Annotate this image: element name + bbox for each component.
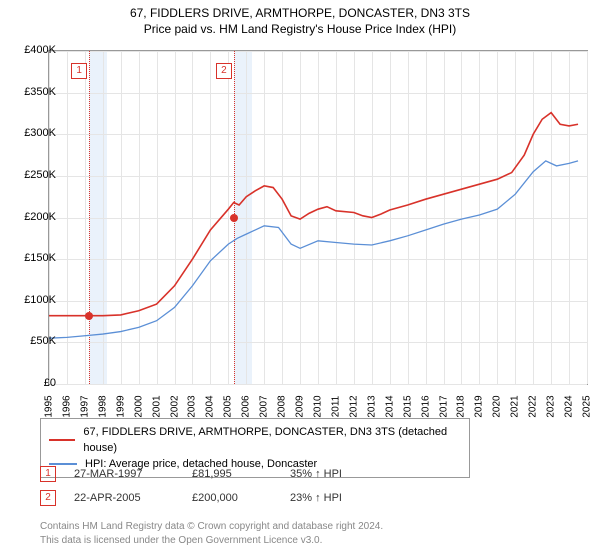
x-tick-label: 2017	[438, 392, 449, 422]
footer-line: Contains HM Land Registry data © Crown c…	[40, 520, 383, 533]
x-tick-label: 1996	[61, 392, 72, 422]
x-tick-label: 2014	[384, 392, 395, 422]
annotation-date: 22-APR-2005	[74, 492, 174, 504]
annotation-marker-box: 2	[40, 490, 56, 506]
series-price_paid	[49, 113, 578, 316]
annotation-row: 2 22-APR-2005 £200,000 23% ↑ HPI	[40, 490, 342, 506]
x-tick-label: 2002	[169, 392, 180, 422]
y-tick-label: £150K	[24, 252, 56, 264]
x-tick-label: 2008	[277, 392, 288, 422]
chart-title-subtitle: Price paid vs. HM Land Registry's House …	[0, 22, 600, 36]
annotation-delta: 23% ↑ HPI	[290, 492, 342, 504]
x-tick-label: 2020	[492, 392, 503, 422]
x-tick-label: 2011	[330, 392, 341, 422]
chart-lines	[49, 51, 587, 384]
x-tick-label: 2025	[582, 392, 593, 422]
y-tick-label: £350K	[24, 86, 56, 98]
x-tick-label: 2022	[528, 392, 539, 422]
annotation-delta: 35% ↑ HPI	[290, 468, 342, 480]
x-tick-label: 2004	[205, 392, 216, 422]
x-tick-label: 1997	[79, 392, 90, 422]
x-tick-label: 2010	[313, 392, 324, 422]
x-tick-label: 2013	[366, 392, 377, 422]
annotation-date: 27-MAR-1997	[74, 468, 174, 480]
y-tick-label: £250K	[24, 169, 56, 181]
annotation-marker-box: 1	[40, 466, 56, 482]
x-tick-label: 1998	[97, 392, 108, 422]
legend-label: 67, FIDDLERS DRIVE, ARMTHORPE, DONCASTER…	[83, 424, 461, 456]
x-tick-label: 2019	[474, 392, 485, 422]
x-tick-label: 2021	[510, 392, 521, 422]
x-tick-label: 2015	[402, 392, 413, 422]
x-tick-label: 2005	[223, 392, 234, 422]
x-tick-label: 2000	[133, 392, 144, 422]
x-tick-label: 1995	[44, 392, 55, 422]
annotation-price: £81,995	[192, 468, 272, 480]
x-tick-label: 2001	[151, 392, 162, 422]
x-tick-label: 2009	[295, 392, 306, 422]
x-tick-label: 2024	[564, 392, 575, 422]
legend-item: 67, FIDDLERS DRIVE, ARMTHORPE, DONCASTER…	[49, 424, 461, 456]
y-tick-label: £400K	[24, 44, 56, 56]
y-tick-label: £50K	[30, 335, 56, 347]
y-tick-label: £100K	[24, 294, 56, 306]
legend-swatch	[49, 463, 77, 465]
x-tick-label: 2007	[259, 392, 270, 422]
annotation-price: £200,000	[192, 492, 272, 504]
title-block: 67, FIDDLERS DRIVE, ARMTHORPE, DONCASTER…	[0, 0, 600, 38]
annotation-row: 1 27-MAR-1997 £81,995 35% ↑ HPI	[40, 466, 342, 482]
x-tick-label: 2012	[348, 392, 359, 422]
x-tick-label: 2018	[456, 392, 467, 422]
x-tick-label: 2023	[546, 392, 557, 422]
x-tick-label: 2016	[420, 392, 431, 422]
x-tick-label: 2003	[187, 392, 198, 422]
chart-title-address: 67, FIDDLERS DRIVE, ARMTHORPE, DONCASTER…	[0, 6, 600, 20]
legend-swatch	[49, 439, 75, 441]
chart-plot-area: 1995199619971998199920002001200220032004…	[48, 50, 588, 385]
footer-line: This data is licensed under the Open Gov…	[40, 534, 322, 547]
y-tick-label: £300K	[24, 127, 56, 139]
y-tick-label: £0	[44, 377, 56, 389]
series-hpi	[49, 161, 578, 338]
x-tick-label: 2006	[241, 392, 252, 422]
x-tick-label: 1999	[115, 392, 126, 422]
y-tick-label: £200K	[24, 211, 56, 223]
